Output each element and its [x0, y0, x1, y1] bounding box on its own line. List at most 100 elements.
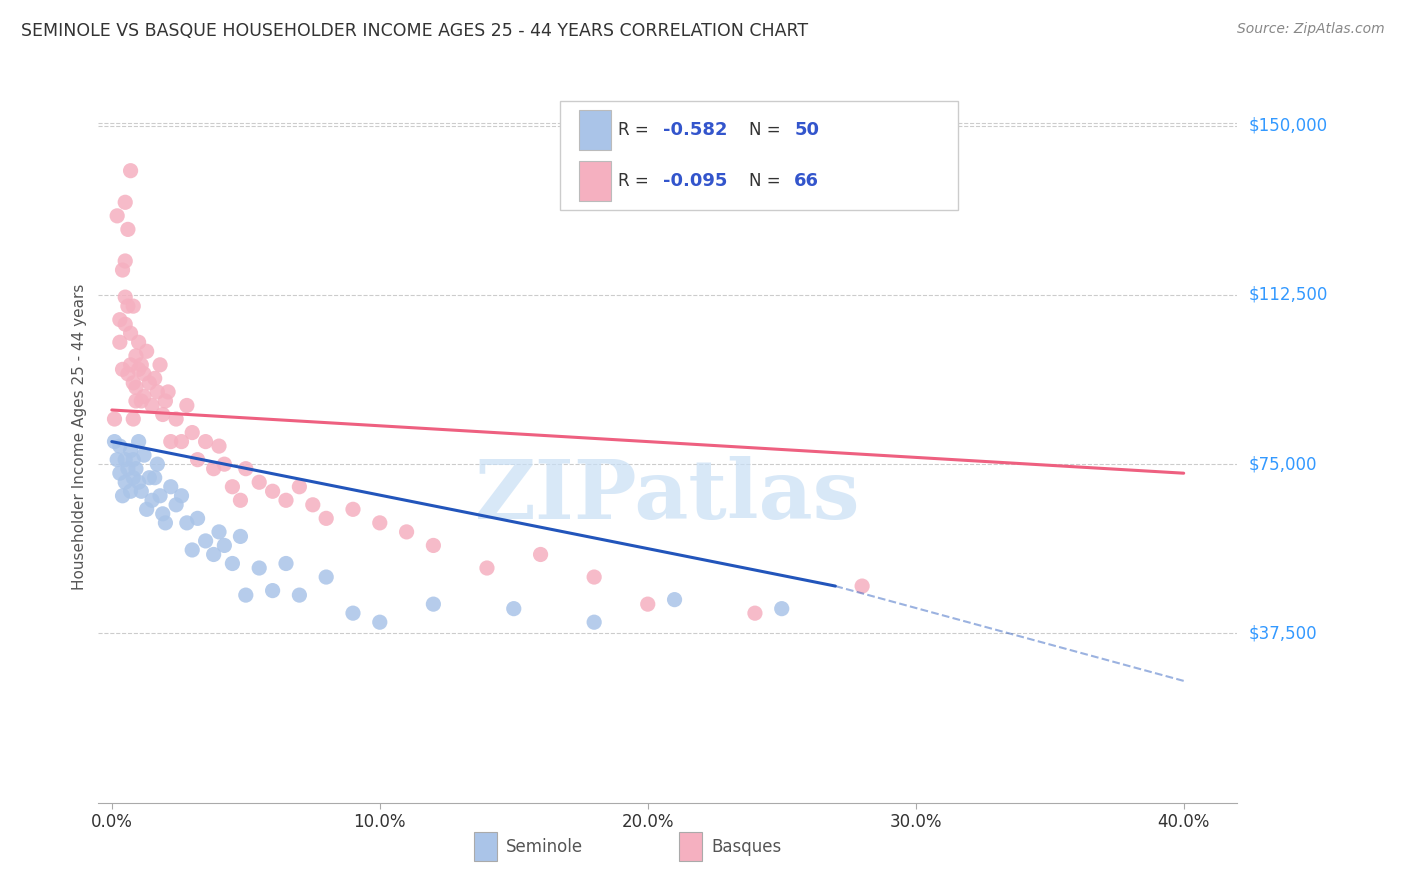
Text: N =: N =	[749, 121, 786, 139]
Point	[194, 533, 217, 548]
Point	[117, 222, 139, 236]
Point	[125, 461, 148, 475]
Point	[129, 484, 152, 499]
Point	[770, 601, 793, 615]
Point	[108, 466, 131, 480]
Point	[125, 380, 148, 394]
Point	[122, 376, 145, 390]
Point	[135, 502, 157, 516]
Point	[120, 443, 142, 458]
Point	[187, 511, 209, 525]
Point	[152, 507, 174, 521]
Point	[229, 493, 252, 508]
Point	[502, 601, 524, 615]
Point	[221, 480, 243, 494]
Point	[235, 588, 257, 602]
Text: $150,000: $150,000	[1249, 117, 1327, 135]
Point	[138, 376, 160, 390]
FancyBboxPatch shape	[560, 101, 959, 211]
Point	[583, 570, 606, 584]
FancyBboxPatch shape	[579, 110, 612, 150]
Text: -0.095: -0.095	[664, 172, 728, 190]
Point	[105, 209, 128, 223]
Point	[475, 561, 498, 575]
Point	[176, 399, 198, 413]
Point	[122, 299, 145, 313]
Point	[103, 434, 125, 449]
Text: $37,500: $37,500	[1249, 624, 1317, 642]
Point	[117, 367, 139, 381]
Text: Seminole: Seminole	[506, 838, 583, 855]
Point	[170, 489, 193, 503]
Point	[221, 557, 243, 571]
Point	[194, 434, 217, 449]
Point	[146, 384, 169, 399]
Point	[422, 597, 444, 611]
Point	[122, 412, 145, 426]
Point	[128, 335, 150, 350]
Point	[103, 412, 125, 426]
Point	[288, 480, 311, 494]
Point	[141, 399, 163, 413]
Point	[114, 290, 136, 304]
Point	[202, 548, 225, 562]
Point	[125, 394, 148, 409]
FancyBboxPatch shape	[474, 832, 498, 862]
Text: ZIPatlas: ZIPatlas	[475, 456, 860, 535]
Point	[176, 516, 198, 530]
Text: SEMINOLE VS BASQUE HOUSEHOLDER INCOME AGES 25 - 44 YEARS CORRELATION CHART: SEMINOLE VS BASQUE HOUSEHOLDER INCOME AG…	[21, 22, 808, 40]
Point	[122, 471, 145, 485]
Point	[214, 457, 236, 471]
Point	[114, 317, 136, 331]
Text: N =: N =	[749, 172, 786, 190]
Point	[181, 543, 204, 558]
Point	[315, 570, 337, 584]
Point	[128, 475, 150, 490]
Point	[129, 394, 152, 409]
Point	[744, 606, 766, 620]
Point	[120, 358, 142, 372]
Point	[128, 434, 150, 449]
Text: -0.582: -0.582	[664, 121, 728, 139]
Point	[146, 457, 169, 471]
Point	[111, 489, 134, 503]
Point	[262, 583, 284, 598]
Point	[108, 335, 131, 350]
Point	[122, 452, 145, 467]
Point	[135, 344, 157, 359]
Point	[114, 195, 136, 210]
Point	[159, 480, 181, 494]
Text: R =: R =	[617, 172, 654, 190]
Point	[235, 461, 257, 475]
Point	[143, 471, 166, 485]
Point	[247, 475, 270, 490]
Point	[111, 263, 134, 277]
Point	[301, 498, 323, 512]
Text: Basques: Basques	[711, 838, 782, 855]
Text: R =: R =	[617, 121, 654, 139]
FancyBboxPatch shape	[679, 832, 702, 862]
Point	[105, 452, 128, 467]
Point	[120, 163, 142, 178]
Point	[165, 412, 187, 426]
Point	[149, 489, 172, 503]
Point	[529, 548, 551, 562]
Point	[208, 524, 231, 539]
Point	[132, 367, 155, 381]
Point	[143, 371, 166, 385]
Point	[157, 384, 180, 399]
Point	[149, 358, 172, 372]
Point	[117, 299, 139, 313]
Point	[141, 493, 163, 508]
Point	[111, 362, 134, 376]
Point	[132, 389, 155, 403]
Point	[368, 516, 391, 530]
Point	[114, 254, 136, 268]
Point	[125, 349, 148, 363]
Text: 66: 66	[794, 172, 820, 190]
Point	[342, 606, 364, 620]
Point	[152, 408, 174, 422]
Point	[159, 434, 181, 449]
Point	[664, 592, 686, 607]
Point	[170, 434, 193, 449]
